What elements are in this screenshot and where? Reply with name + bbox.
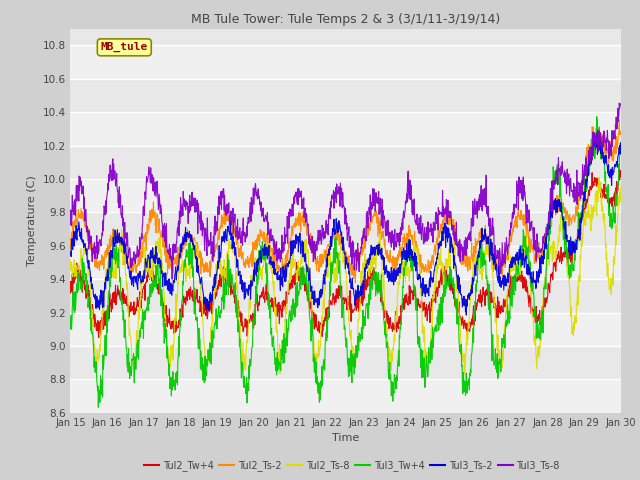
X-axis label: Time: Time <box>332 433 359 443</box>
Y-axis label: Temperature (C): Temperature (C) <box>27 175 37 266</box>
Bar <box>70 346 621 379</box>
Bar <box>70 179 621 213</box>
Bar <box>70 79 621 112</box>
Bar <box>70 312 621 346</box>
Legend: Tul2_Tw+4, Tul2_Ts-2, Tul2_Ts-8, Tul3_Tw+4, Tul3_Ts-2, Tul3_Ts-8: Tul2_Tw+4, Tul2_Ts-2, Tul2_Ts-8, Tul3_Tw… <box>140 456 564 475</box>
Bar <box>70 379 621 413</box>
Bar <box>70 246 621 279</box>
Bar <box>70 46 621 79</box>
Text: MB_tule: MB_tule <box>100 42 148 52</box>
Title: MB Tule Tower: Tule Temps 2 & 3 (3/1/11-3/19/14): MB Tule Tower: Tule Temps 2 & 3 (3/1/11-… <box>191 13 500 26</box>
Bar <box>70 145 621 179</box>
Bar <box>70 279 621 312</box>
Bar <box>70 213 621 246</box>
Bar <box>70 112 621 145</box>
